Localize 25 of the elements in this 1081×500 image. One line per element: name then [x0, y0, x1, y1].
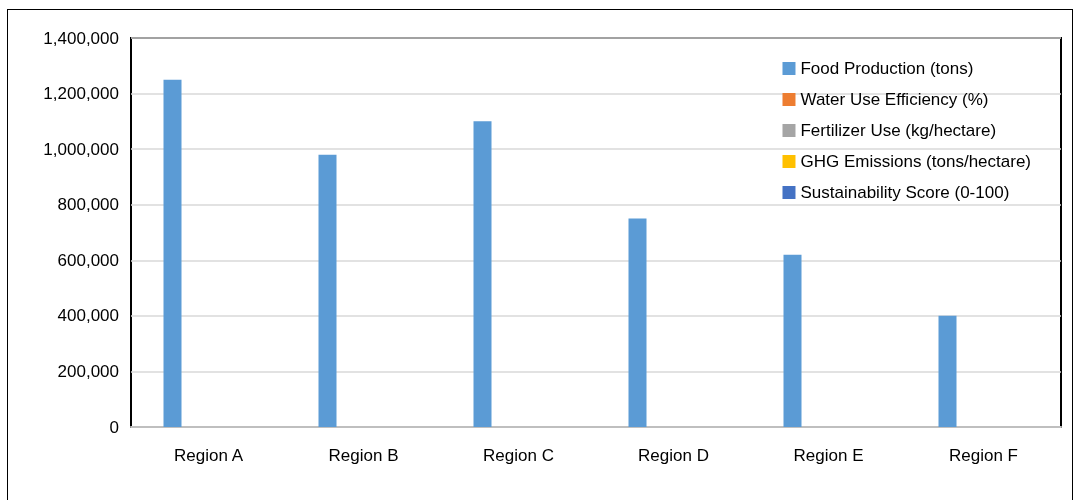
legend-label: Water Use Efficiency (%)	[800, 90, 989, 109]
x-tick-label: Region C	[483, 446, 554, 465]
y-tick-label: 400,000	[57, 306, 119, 326]
y-tick-label: 200,000	[57, 361, 119, 381]
bar	[628, 218, 647, 427]
y-tick-label: 600,000	[57, 250, 119, 270]
legend-label: Food Production (tons)	[800, 59, 974, 78]
legend-label: Sustainability Score (0-100)	[800, 183, 1010, 202]
x-tick-label: Region E	[793, 446, 864, 465]
x-tick-label: Region A	[174, 446, 244, 465]
legend-label: GHG Emissions (tons/hectare)	[800, 152, 1031, 171]
legend-label: Fertilizer Use (kg/hectare)	[800, 121, 997, 140]
bar	[473, 121, 492, 427]
x-tick-label: Region B	[328, 446, 399, 465]
bar	[783, 254, 802, 427]
x-tick-label: Region D	[638, 446, 709, 465]
y-tick-label: 1,400,000	[43, 28, 119, 48]
y-tick-label: 1,000,000	[43, 139, 119, 159]
bar	[163, 79, 182, 427]
y-tick-label: 800,000	[57, 195, 119, 215]
bar	[938, 315, 957, 427]
y-tick-label: 1,200,000	[43, 84, 119, 104]
y-tick-label: 0	[109, 417, 119, 437]
x-tick-label: Region F	[949, 446, 1018, 465]
bar	[318, 154, 337, 427]
